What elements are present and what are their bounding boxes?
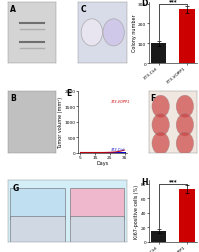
X-axis label: Days: Days xyxy=(97,160,108,165)
Bar xyxy=(151,231,166,242)
Text: H: H xyxy=(141,177,148,186)
Text: ***: *** xyxy=(169,178,177,183)
Text: C: C xyxy=(80,5,86,14)
Bar xyxy=(179,10,195,64)
Bar xyxy=(151,44,166,64)
Bar xyxy=(70,188,124,219)
Circle shape xyxy=(152,114,169,136)
Text: B: B xyxy=(10,94,16,103)
Text: F: F xyxy=(150,94,156,103)
Text: G: G xyxy=(13,183,19,192)
Circle shape xyxy=(152,133,169,155)
Bar xyxy=(10,188,65,219)
Circle shape xyxy=(103,20,124,47)
Circle shape xyxy=(176,114,194,136)
Text: D: D xyxy=(141,0,148,8)
Circle shape xyxy=(81,20,102,47)
Y-axis label: Colony number: Colony number xyxy=(132,14,137,52)
Y-axis label: Tumor volume (mm³): Tumor volume (mm³) xyxy=(58,96,63,148)
Bar xyxy=(179,189,195,242)
Bar xyxy=(70,216,124,247)
Text: 3T3-VOPP1: 3T3-VOPP1 xyxy=(111,99,131,103)
Circle shape xyxy=(176,133,194,155)
Circle shape xyxy=(176,96,194,118)
Circle shape xyxy=(152,96,169,118)
Text: A: A xyxy=(10,5,16,14)
Text: E: E xyxy=(66,88,71,98)
Text: ***: *** xyxy=(169,0,177,5)
Text: 3T3-Ctrl: 3T3-Ctrl xyxy=(111,147,126,151)
Y-axis label: Ki67-positive cells (%): Ki67-positive cells (%) xyxy=(134,184,139,238)
Bar xyxy=(10,216,65,247)
